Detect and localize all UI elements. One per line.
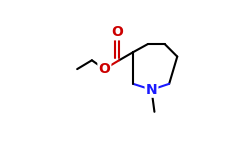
- Text: N: N: [146, 83, 157, 97]
- Text: O: O: [112, 25, 123, 39]
- Text: O: O: [98, 62, 110, 76]
